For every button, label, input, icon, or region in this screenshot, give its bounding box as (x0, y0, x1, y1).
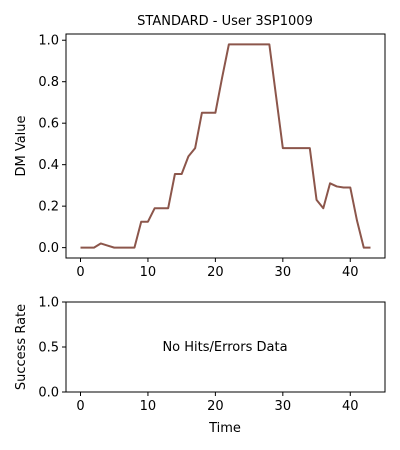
x-tick-label: 20 (207, 399, 224, 414)
x-tick-group: 0 10 20 30 40 (76, 258, 359, 280)
y-tick-label: 0.6 (38, 117, 59, 132)
y-tick-label: 0.5 (38, 341, 59, 356)
x-tick-label: 20 (207, 265, 224, 280)
dm-value-line (80, 43, 371, 249)
series-group (80, 43, 371, 249)
x-tick-label: 10 (140, 399, 157, 414)
success-rate-chart: 0.00.51.0 0 10 20 30 40 No Hits/Errors Data … (14, 296, 386, 436)
plot-frame (65, 301, 386, 393)
y-axis-label: Success Rate (14, 304, 29, 390)
y-tick-label: 1.0 (38, 34, 59, 49)
x-tick-label: 40 (342, 399, 359, 414)
y-tick-label: 0.4 (38, 158, 59, 173)
x-axis-label: Time (208, 421, 241, 436)
y-tick-group: 0.0 0.2 0.4 0.6 0.8 1.0 (38, 34, 66, 256)
x-tick-group: 0 10 20 30 40 (76, 392, 359, 414)
dm-value-chart: STANDARD - User 3SP1009 0.0 0.2 0.4 0.6 0.8 1… (14, 14, 386, 280)
x-tick-label: 40 (342, 265, 359, 280)
y-tick-label: 0.0 (38, 386, 59, 401)
y-tick-label: 1.0 (38, 296, 59, 311)
y-axis-label: DM Value (14, 115, 29, 176)
y-tick-group: 0.0 0.5 1.0 (38, 296, 66, 401)
x-tick-label: 0 (76, 265, 84, 280)
no-data-annotation: No Hits/Errors Data (162, 340, 287, 355)
y-tick-label: 0.2 (38, 200, 59, 215)
x-tick-label: 30 (275, 265, 292, 280)
y-tick-label: 0.0 (38, 241, 59, 256)
x-tick-label: 10 (140, 265, 157, 280)
chart-title: STANDARD - User 3SP1009 (137, 14, 313, 29)
plot-frame (65, 33, 386, 259)
x-tick-label: 30 (275, 399, 292, 414)
y-tick-label: 0.8 (38, 75, 59, 90)
x-tick-label: 0 (76, 399, 84, 414)
